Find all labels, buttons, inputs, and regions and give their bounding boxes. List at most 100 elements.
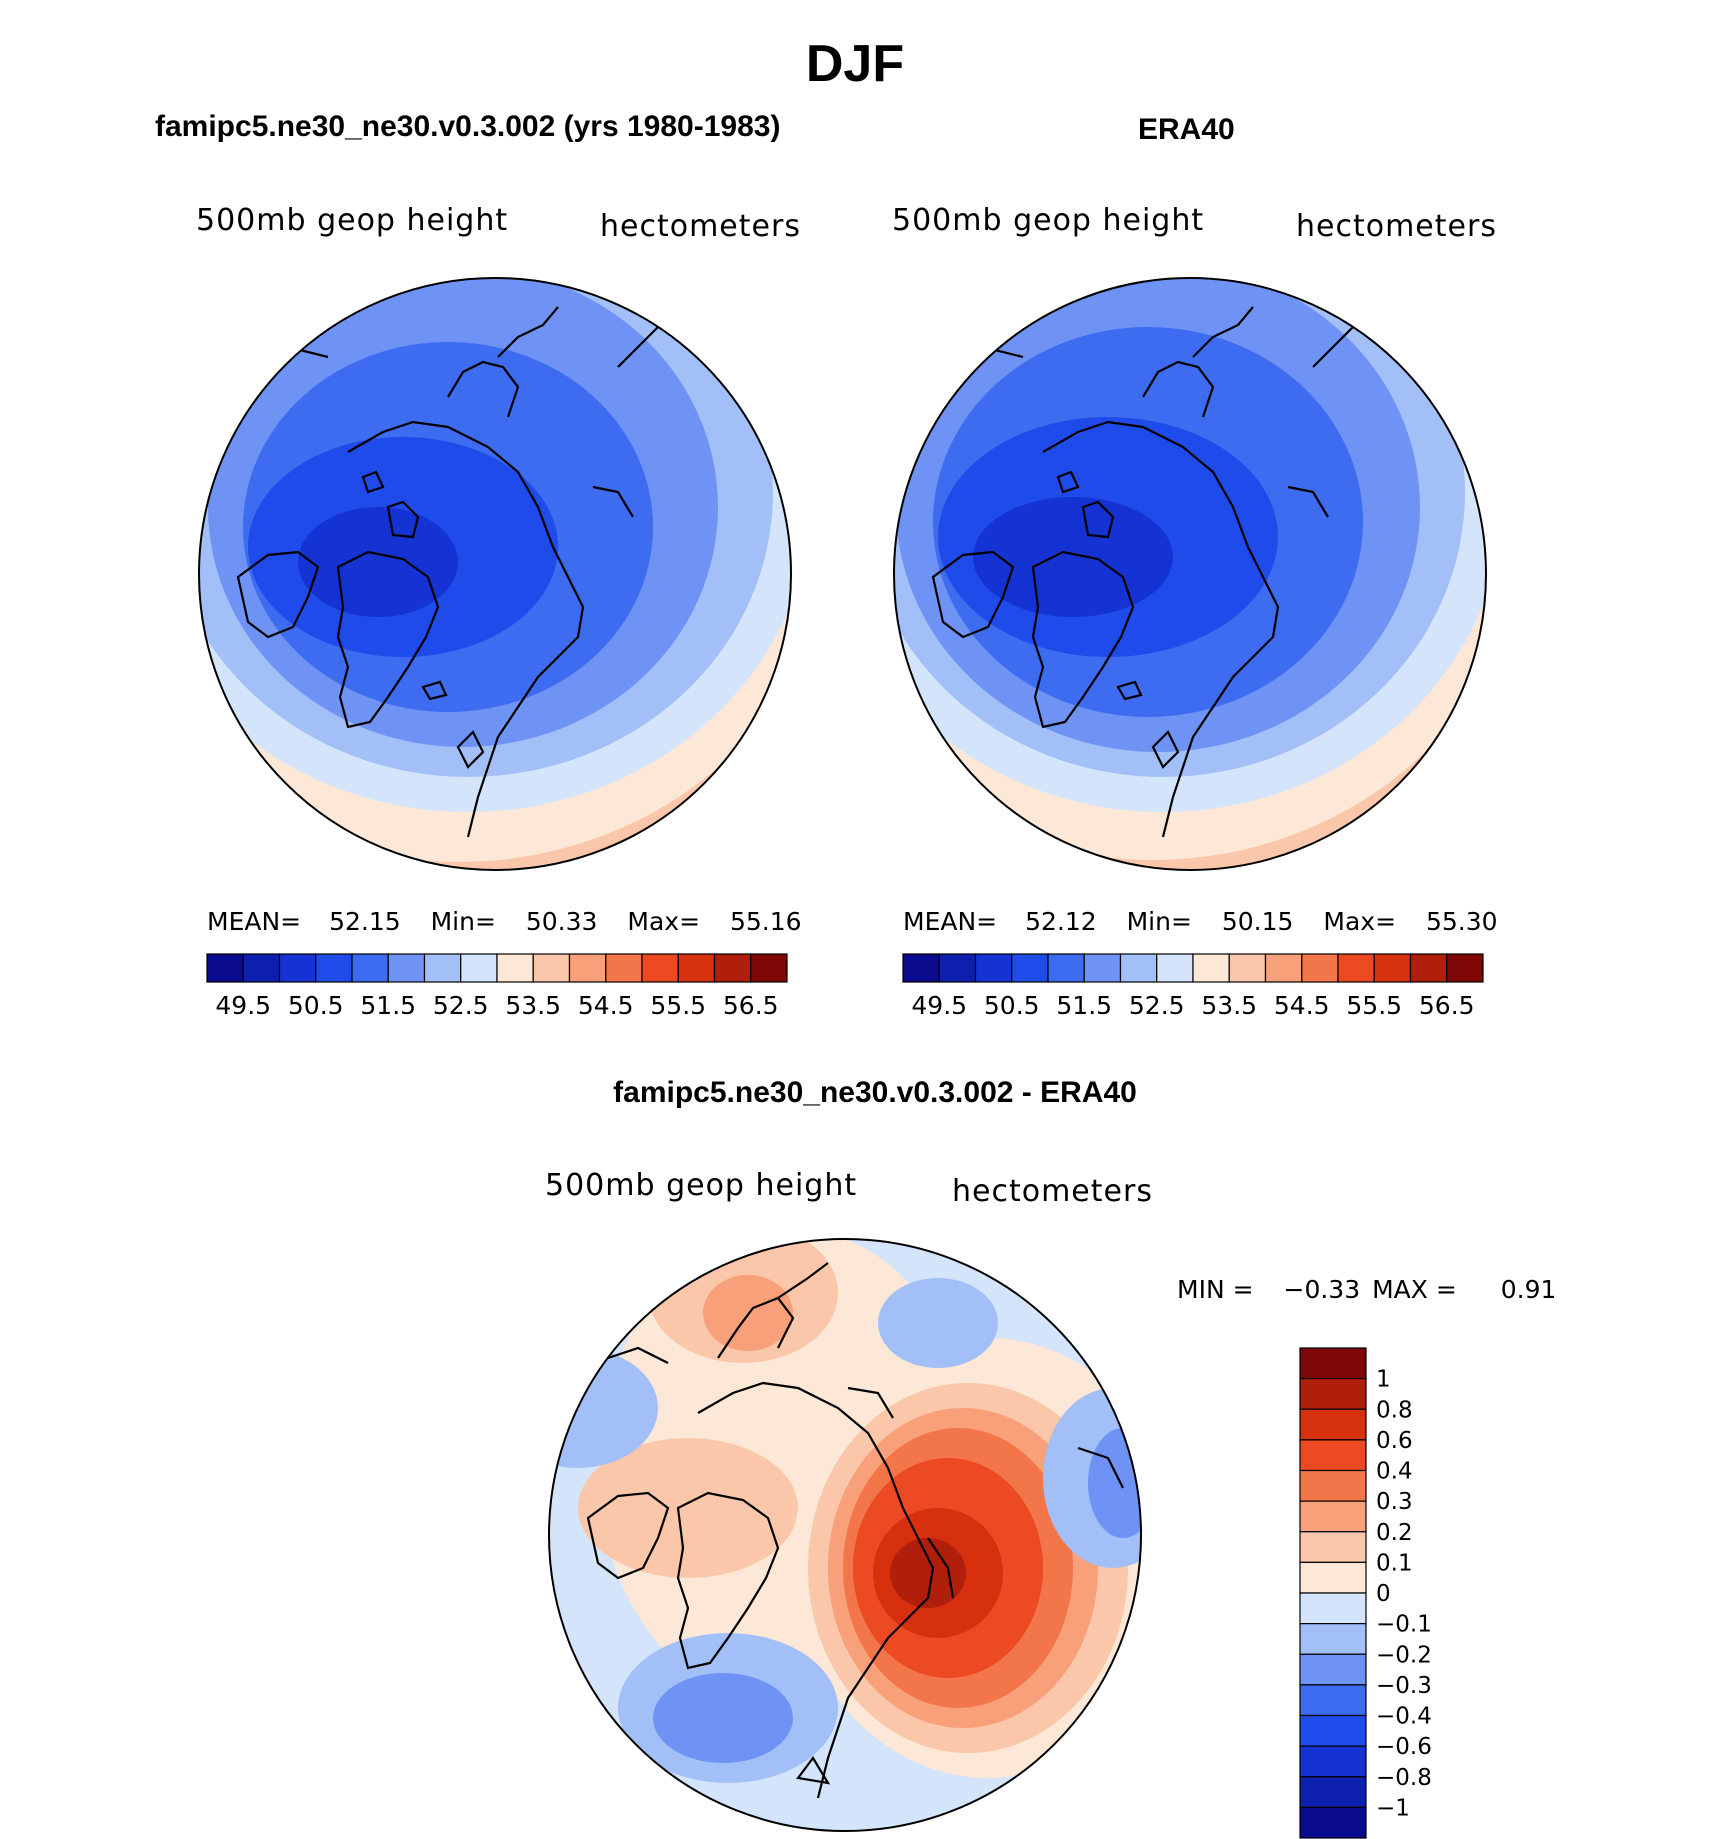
- panel-1-colorbar-label: 53.5: [505, 991, 561, 1020]
- diff-max-value: 0.91: [1500, 1275, 1557, 1304]
- panel-2-colorbar-label: 53.5: [1201, 991, 1257, 1020]
- panel-1-max-value: 55.16: [730, 907, 802, 936]
- diff-units: hectometers: [952, 1174, 1153, 1209]
- diff-colorbar-box: [1299, 1408, 1367, 1441]
- diff-colorbar-label: −0.1: [1376, 1612, 1432, 1638]
- panel-2-colorbar-box: [1373, 953, 1412, 983]
- panel-2-colorbar-box: [1446, 953, 1484, 983]
- main-title: DJF: [805, 35, 905, 93]
- diff-colorbar-label: −0.8: [1376, 1765, 1432, 1791]
- diff-colorbar-label: −0.2: [1376, 1642, 1432, 1668]
- panel-1-heading: famipc5.ne30_ne30.v0.3.002 (yrs 1980-198…: [155, 110, 781, 143]
- panel-2-colorbar-box: [938, 953, 977, 983]
- panel-1-colorbar-box: [242, 953, 281, 983]
- panel-1-colorbar-box: [351, 953, 389, 983]
- diff-colorbar-box: [1299, 1623, 1367, 1655]
- panel-2-colorbar-box: [1409, 953, 1448, 983]
- panel-1-colorbar-label: 50.5: [288, 991, 344, 1020]
- panel-1-colorbar-label: 54.5: [578, 991, 634, 1020]
- diff-colorbar-label: 0.3: [1376, 1489, 1413, 1515]
- panel-2-colorbar-box: [902, 953, 940, 983]
- panel-1-colorbar-box: [713, 953, 752, 983]
- panel-2-polar-map: [893, 277, 1487, 871]
- diff-colorbar-label: 0: [1376, 1581, 1391, 1607]
- panel-2-max-value: 55.30: [1426, 907, 1498, 936]
- diff-polar-map: [548, 1238, 1142, 1832]
- panel-2-variable: 500mb geop height: [892, 203, 1205, 238]
- panel-2-colorbar-label: 54.5: [1274, 991, 1330, 1020]
- panel-1-min-label: Min=: [430, 907, 496, 936]
- panel-2-colorbar-box: [1337, 953, 1375, 983]
- panel-2-max-label: Max=: [1323, 907, 1397, 936]
- panel-2-mean-label: MEAN=: [903, 907, 998, 936]
- diff-colorbar-label: 0.6: [1376, 1428, 1413, 1454]
- panel-1-colorbar-box: [641, 953, 679, 983]
- panel-2-colorbar-box: [1192, 953, 1230, 983]
- diff-min-value: −0.33: [1283, 1275, 1361, 1304]
- diff-colorbar-box: [1299, 1500, 1367, 1533]
- diff-heading: famipc5.ne30_ne30.v0.3.002 - ERA40: [613, 1076, 1137, 1109]
- panel-1-colorbar-box: [460, 953, 498, 983]
- diff-colorbar-label: 0.4: [1376, 1459, 1413, 1485]
- panel-1-colorbar-box: [750, 953, 788, 983]
- diff-colorbar-label: 1: [1376, 1367, 1391, 1393]
- diff-colorbar-box: [1299, 1745, 1367, 1778]
- panel-2-colorbar-label: 56.5: [1419, 991, 1475, 1020]
- panel-2-colorbar-label: 55.5: [1346, 991, 1402, 1020]
- panel-2-colorbar-label: 51.5: [1056, 991, 1112, 1020]
- panel-1-colorbar-box: [423, 953, 462, 983]
- diff-colorbar-box: [1299, 1347, 1367, 1380]
- panel-1-mean-value: 52.15: [329, 907, 401, 936]
- diff-stats: MIN = −0.33 MAX = 0.91: [1177, 1275, 1556, 1304]
- panel-2-units: hectometers: [1296, 209, 1497, 244]
- panel-2-colorbar-label: 49.5: [911, 991, 967, 1020]
- panel-2-colorbar-label: 50.5: [984, 991, 1040, 1020]
- diff-colorbar-label: −1: [1376, 1795, 1410, 1821]
- panel-1-colorbar: 49.5 50.5 51.5 52.5 53.5 54.5 55.5 56.5: [206, 953, 788, 1020]
- panel-2-colorbar-label: 52.5: [1129, 991, 1185, 1020]
- panel-2-colorbar-box: [974, 953, 1013, 983]
- panel-1-colorbar-label: 55.5: [650, 991, 706, 1020]
- diff-colorbar: 1 0.8 0.6 0.4 0.3 0.2 0.1 0 −0.1 −0.2 −0.3 −0.4 −0.6…: [1299, 1347, 1432, 1839]
- panel-1-colorbar-box: [206, 953, 244, 983]
- panel-1-colorbar-label: 51.5: [360, 991, 416, 1020]
- diff-colorbar-box: [1299, 1806, 1367, 1839]
- panel-1-units: hectometers: [600, 209, 801, 244]
- panel-1-colorbar-box: [677, 953, 716, 983]
- diff-colorbar-label: −0.4: [1376, 1704, 1432, 1730]
- panel-2-heading: ERA40: [1138, 113, 1235, 146]
- diff-min-label: MIN =: [1177, 1275, 1254, 1304]
- panel-2-min-label: Min=: [1126, 907, 1192, 936]
- diff-contour-fill: [549, 1239, 1141, 1831]
- panel-1-colorbar-box: [278, 953, 317, 983]
- diff-max-label: MAX =: [1372, 1275, 1457, 1304]
- diff-colorbar-label: 0.2: [1376, 1520, 1413, 1546]
- panel-2-colorbar-box: [1156, 953, 1194, 983]
- panel-2-colorbar-box: [1301, 953, 1339, 983]
- diff-coastlines: [586, 1262, 1124, 1799]
- panel-1-polar-map: [198, 277, 792, 871]
- panel-1-stats: MEAN= 52.15 Min= 50.33 Max= 55.16: [207, 907, 802, 936]
- panel-1-colorbar-box: [532, 953, 571, 983]
- diff-colorbar-label: −0.6: [1376, 1734, 1432, 1760]
- panel-1-colorbar-label: 52.5: [433, 991, 489, 1020]
- panel-1-colorbar-box: [568, 953, 607, 983]
- diff-colorbar-box: [1299, 1439, 1367, 1472]
- panel-1-contour-fill: [199, 278, 791, 870]
- panel-1-colorbar-box: [315, 953, 353, 983]
- panel-1-colorbar-label: 49.5: [215, 991, 271, 1020]
- panel-2-colorbar-box: [1011, 953, 1049, 983]
- panel-2-colorbar-box: [1083, 953, 1122, 983]
- panel-1-min-value: 50.33: [525, 907, 598, 936]
- panel-2-colorbar-box: [1264, 953, 1303, 983]
- diff-colorbar-label: −0.3: [1376, 1673, 1432, 1699]
- panel-1-max-label: Max=: [627, 907, 701, 936]
- panel-2-stats: MEAN= 52.12 Min= 50.15 Max= 55.30: [903, 907, 1498, 936]
- panel-1-colorbar-label: 56.5: [723, 991, 779, 1020]
- diff-colorbar-box: [1299, 1378, 1367, 1410]
- panel-1-colorbar-box: [496, 953, 534, 983]
- diff-colorbar-box: [1299, 1469, 1367, 1502]
- diff-colorbar-box: [1299, 1653, 1367, 1686]
- panel-2-min-value: 50.15: [1221, 907, 1294, 936]
- panel-1-mean-label: MEAN=: [207, 907, 302, 936]
